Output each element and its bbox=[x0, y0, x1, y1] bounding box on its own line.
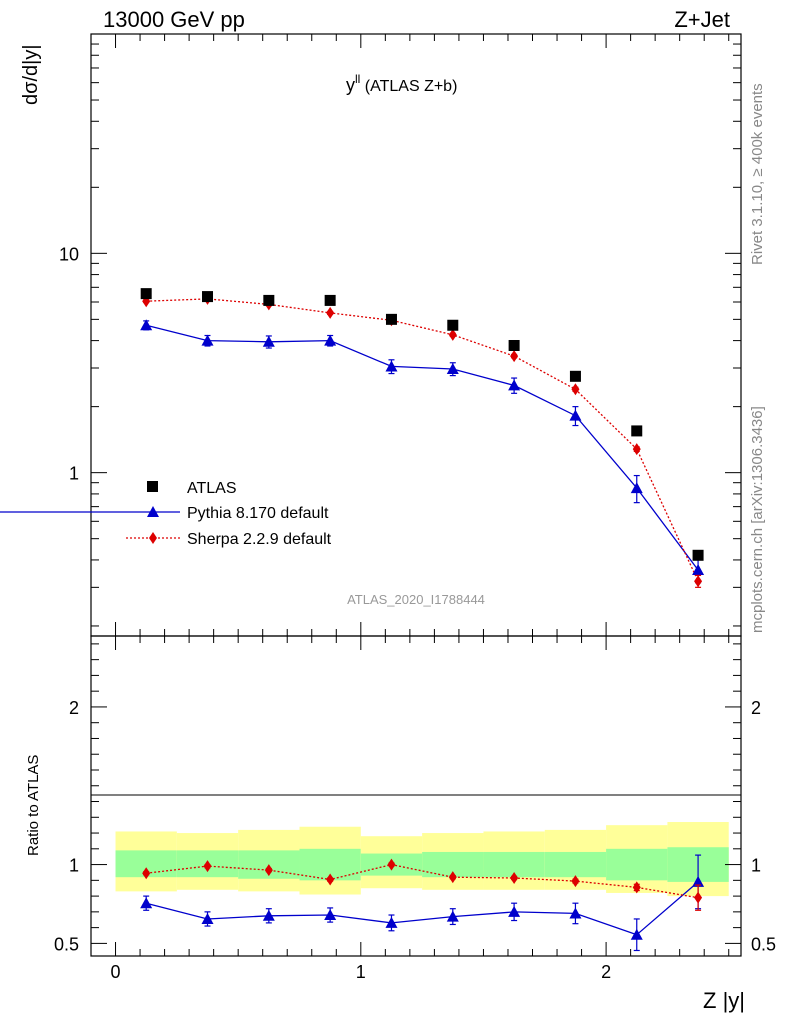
rivet-label: Rivet 3.1.10, ≥ 400k events bbox=[749, 83, 766, 265]
main-title-rest: (ATLAS Z+b) bbox=[360, 78, 457, 95]
x-tick-label: 2 bbox=[601, 962, 611, 982]
pythia-point bbox=[324, 334, 337, 346]
pythia-point bbox=[201, 912, 214, 924]
sherpa-point bbox=[264, 864, 273, 877]
pythia-point bbox=[569, 907, 582, 919]
sherpa-point bbox=[571, 383, 580, 396]
ratio-y-tick-label-left: 1 bbox=[69, 856, 79, 876]
sherpa-point bbox=[387, 858, 396, 871]
ratio-axis-ticks bbox=[91, 636, 741, 956]
atlas-point bbox=[385, 313, 397, 325]
legend-pythia-label: Pythia 8.170 default bbox=[187, 505, 329, 522]
pythia-point bbox=[692, 875, 705, 887]
sherpa-point bbox=[448, 328, 457, 341]
atlas-point bbox=[569, 370, 581, 382]
sherpa-point bbox=[694, 891, 703, 904]
atlas-point bbox=[508, 339, 520, 351]
ratio-frame bbox=[90, 635, 742, 957]
sherpa-point bbox=[326, 306, 335, 319]
main-y-axis-label: dσ/d|y| bbox=[20, 44, 42, 105]
ratio-y-tick-labels: 2 2 1 1 0.5 0.5 bbox=[54, 698, 776, 954]
process-label: Z+Jet bbox=[674, 7, 730, 32]
pythia-point bbox=[262, 909, 275, 921]
ratio-y-tick-label-right: 2 bbox=[751, 698, 761, 718]
x-tick-label: 0 bbox=[111, 962, 121, 982]
sherpa-point bbox=[448, 871, 457, 884]
legend: ATLAS Pythia 8.170 default Sherpa 2.2.9 … bbox=[0, 480, 332, 548]
inner-band-segment bbox=[544, 851, 607, 878]
x-tick-label: 1 bbox=[356, 962, 366, 982]
pythia-line bbox=[146, 324, 699, 571]
pythia-point bbox=[630, 928, 643, 940]
main-title: yll (ATLAS Z+b) bbox=[346, 72, 457, 95]
pythia-point bbox=[262, 335, 275, 347]
atlas-point bbox=[447, 319, 459, 331]
sherpa-point bbox=[203, 860, 212, 873]
sherpa-point bbox=[571, 875, 580, 888]
pythia-point bbox=[140, 319, 153, 331]
energy-label: 13000 GeV pp bbox=[103, 7, 245, 32]
ratio-y-tick-label-left: 0.5 bbox=[54, 934, 79, 954]
pythia-point bbox=[140, 897, 153, 909]
ratio-series bbox=[140, 854, 705, 952]
atlas-point bbox=[140, 288, 152, 300]
atlas-point bbox=[631, 425, 643, 437]
ratio-y-tick-label-right: 0.5 bbox=[751, 934, 776, 954]
ratio-y-tick-label-right: 1 bbox=[751, 856, 761, 876]
pythia-point bbox=[508, 379, 521, 391]
ratio-sherpa-line bbox=[146, 863, 699, 899]
pythia-point bbox=[446, 910, 459, 922]
pythia-point bbox=[324, 909, 337, 921]
ratio-pythia-line bbox=[146, 881, 699, 936]
ratio-uncertainty-bands bbox=[115, 822, 729, 897]
ratio-panel: Ratio to ATLAS Z |y| 2 2 1 1 0.5 0.5 0 1 2 bbox=[25, 635, 776, 1013]
y-tick-label: 1 bbox=[69, 464, 79, 484]
main-axis-ticks bbox=[91, 34, 741, 636]
sherpa-point bbox=[510, 871, 519, 884]
mcplots-label: mcplots.cern.ch [arXiv:1306.3436] bbox=[749, 406, 766, 633]
pythia-point bbox=[569, 409, 582, 421]
sherpa-point bbox=[694, 575, 703, 588]
atlas-point bbox=[263, 294, 275, 306]
pythia-point bbox=[508, 905, 521, 917]
sherpa-point bbox=[326, 873, 335, 886]
legend-atlas-marker bbox=[147, 481, 158, 492]
sherpa-point bbox=[632, 443, 641, 456]
legend-pythia-marker bbox=[147, 506, 159, 517]
analysis-label: ATLAS_2020_I1788444 bbox=[347, 592, 485, 607]
sherpa-point bbox=[632, 881, 641, 894]
atlas-point bbox=[324, 294, 336, 306]
pythia-point bbox=[692, 563, 705, 575]
main-series bbox=[140, 288, 705, 588]
pythia-point bbox=[446, 362, 459, 374]
ratio-y-tick-label-left: 2 bbox=[69, 698, 79, 718]
legend-sherpa-marker bbox=[149, 532, 157, 544]
pythia-point bbox=[630, 482, 643, 494]
legend-atlas-label: ATLAS bbox=[187, 480, 237, 497]
ratio-y-axis-label: Ratio to ATLAS bbox=[25, 755, 42, 856]
sherpa-point bbox=[510, 350, 519, 363]
main-title-sup: ll bbox=[355, 72, 360, 86]
main-y-tick-labels: 10 1 bbox=[59, 244, 79, 483]
pythia-point bbox=[385, 360, 398, 372]
main-panel: yll (ATLAS Z+b) dσ/d|y| ATLAS_2020_I1788… bbox=[0, 33, 742, 637]
sherpa-point bbox=[142, 867, 151, 880]
atlas-point bbox=[202, 291, 214, 303]
pythia-point bbox=[385, 916, 398, 928]
inner-band-segment bbox=[606, 848, 668, 881]
pythia-point bbox=[201, 334, 214, 346]
atlas-point bbox=[692, 549, 704, 561]
sherpa-line bbox=[146, 298, 699, 582]
x-axis-label: Z |y| bbox=[703, 988, 745, 1013]
legend-sherpa-label: Sherpa 2.2.9 default bbox=[187, 531, 332, 548]
main-title-y: y bbox=[346, 75, 355, 95]
x-tick-labels: 0 1 2 bbox=[111, 962, 612, 982]
y-tick-label: 10 bbox=[59, 244, 79, 264]
